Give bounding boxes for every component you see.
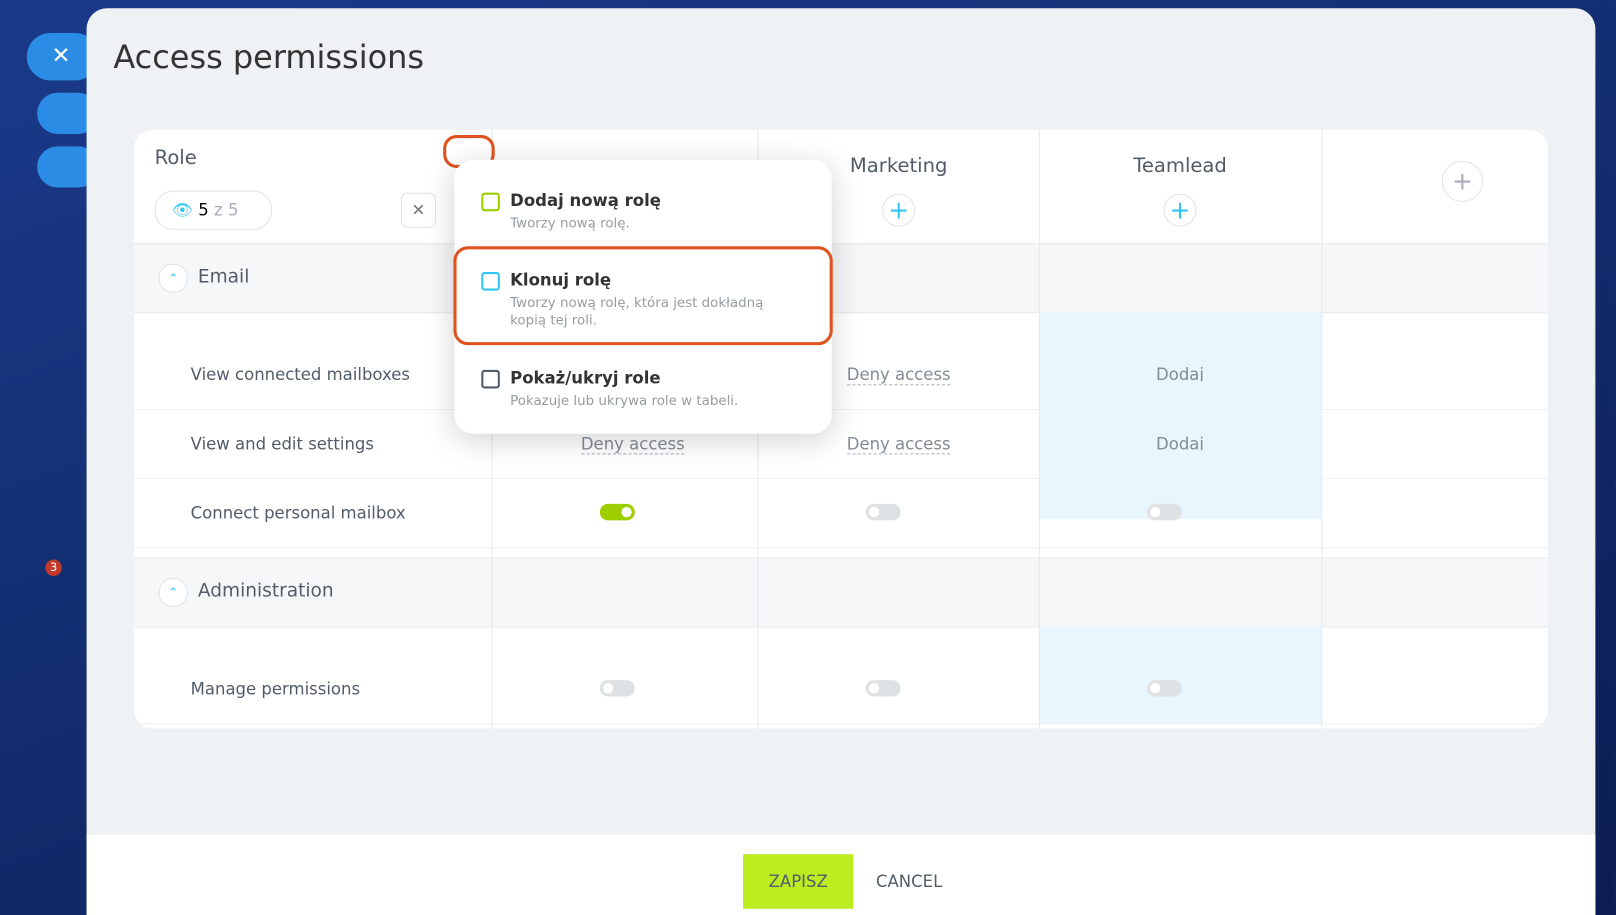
add-button[interactable]: + [882, 193, 916, 227]
permissions-table: Role 👁 5 z 5 ✕ Marketing Teamlead + + + … [133, 129, 1548, 729]
row-label: Connect personal mailbox [190, 502, 406, 523]
filter-total: z 5 [214, 199, 239, 220]
menu-icon [481, 192, 500, 212]
section-header [133, 243, 1548, 314]
value-text: Deny access [846, 364, 951, 386]
row-line [133, 478, 1548, 480]
row-label: View and edit settings [190, 433, 374, 454]
permission-value[interactable]: Deny access [530, 433, 736, 455]
context-menu: Dodaj nową rolę Tworzy nową rolę. Klonuj r… [453, 159, 833, 434]
add-column[interactable]: + [1441, 160, 1484, 202]
column-line [1321, 129, 1323, 729]
page-title: Access permissions [113, 39, 425, 77]
section-toggle[interactable]: ⌃ [158, 263, 188, 293]
menu-item-title[interactable]: Klonuj rolę [510, 269, 612, 290]
column-header: Teamlead [1133, 154, 1227, 178]
badge: 3 [45, 559, 62, 576]
toggle[interactable] [1147, 503, 1183, 521]
filter-shown: 5 [198, 199, 209, 220]
menu-item-title[interactable]: Dodaj nową rolę [510, 190, 661, 211]
cancel-button[interactable]: CANCEL [876, 871, 943, 892]
value-text: Dodaj [1156, 364, 1204, 386]
row-line [133, 723, 1548, 725]
role-filter[interactable]: 👁 5 z 5 [154, 190, 273, 230]
value-text: Deny access [580, 433, 685, 455]
menu-icon [481, 369, 500, 389]
highlight [453, 246, 833, 346]
menu-item-title[interactable]: Pokaż/ukryj role [510, 367, 661, 388]
menu-item-description: Tworzy nową rolę, która jest dokładną ko… [510, 295, 764, 329]
menu-icon [481, 272, 500, 291]
permission-value[interactable]: Deny access [796, 364, 1002, 386]
collapse-button[interactable]: ✕ [400, 192, 436, 228]
role-label: Role [154, 146, 197, 169]
save-button[interactable]: ZAPISZ [743, 854, 854, 909]
permission-value[interactable]: Dodaj [1077, 433, 1283, 455]
value-text: Dodaj [1156, 433, 1204, 455]
toggle[interactable] [1147, 680, 1183, 697]
permission-value[interactable]: Deny access [796, 433, 1002, 455]
footer: ZAPISZ CANCEL [86, 834, 1596, 915]
row-label: Manage permissions [190, 679, 361, 699]
column-line [1038, 129, 1040, 729]
section-title: Administration [197, 580, 334, 602]
teamlead-bg [1038, 626, 1322, 724]
row-line [133, 547, 1548, 549]
section-header [133, 557, 1548, 628]
permission-value[interactable]: Dodaj [1077, 364, 1283, 386]
teamlead-bg [1038, 381, 1322, 451]
column-header: Marketing [849, 154, 948, 178]
menu-item-description: Tworzy nową rolę. [510, 216, 630, 232]
add-button[interactable]: + [1163, 193, 1197, 227]
row-line [133, 409, 1548, 411]
toggle[interactable] [865, 503, 901, 521]
value-text: Deny access [846, 433, 951, 455]
section-toggle[interactable]: ⌃ [158, 578, 188, 607]
row-label: View connected mailboxes [190, 364, 410, 385]
menu-item-description: Pokazuje lub ukrywa role w tabeli. [510, 393, 739, 410]
section-title: Email [197, 265, 250, 288]
toggle[interactable] [599, 680, 635, 697]
toggle[interactable] [599, 503, 635, 521]
toggle[interactable] [865, 680, 901, 697]
